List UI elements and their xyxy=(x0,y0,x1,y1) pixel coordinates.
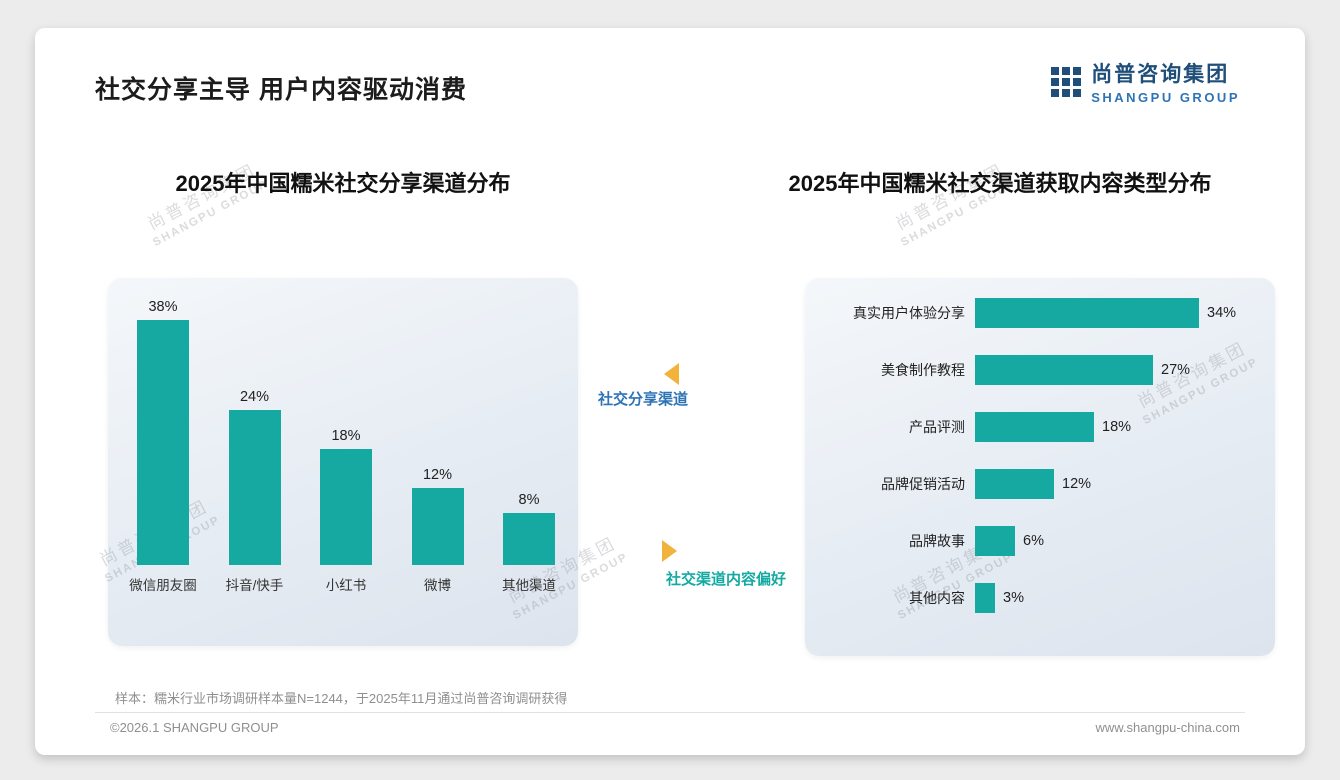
logo-name-cn: 尚普咨询集团 xyxy=(1091,63,1230,86)
bar-category-label: 其他渠道 xyxy=(502,578,556,593)
bar-value-label: 18% xyxy=(1102,419,1132,435)
bar-group: 8% 其他渠道 xyxy=(491,293,567,593)
website-text: www.shangpu-china.com xyxy=(1095,720,1240,735)
bar-category-label: 产品评测 xyxy=(909,419,965,435)
bar xyxy=(975,355,1153,385)
bar-row: 产品评测 18% xyxy=(822,412,1272,442)
copyright-text: ©2026.1 SHANGPU GROUP xyxy=(110,720,279,735)
arrow-left-icon xyxy=(664,363,679,385)
bar xyxy=(975,469,1054,499)
bar-group: 38% 微信朋友圈 xyxy=(125,293,201,593)
bar-value-label: 38% xyxy=(148,299,178,315)
bar-value-label: 12% xyxy=(1062,476,1092,492)
bar xyxy=(975,412,1094,442)
bar-value-label: 12% xyxy=(422,467,453,483)
bar-group: 12% 微博 xyxy=(400,293,476,593)
bar-value-label: 27% xyxy=(1161,362,1191,378)
arrow-right-icon xyxy=(662,540,677,562)
bar xyxy=(975,583,995,613)
bar-row: 真实用户体验分享 34% xyxy=(822,298,1272,328)
bar-category-label: 其他内容 xyxy=(909,590,965,606)
right-chart-panel xyxy=(805,278,1275,656)
bar-value-label: 6% xyxy=(1023,533,1044,549)
bar xyxy=(137,320,189,565)
bar-category-label: 微信朋友圈 xyxy=(129,578,197,593)
bar-category-label: 微博 xyxy=(424,578,451,593)
left-chart-title: 2025年中国糯米社交分享渠道分布 xyxy=(175,171,511,196)
logo: 尚普咨询集团 SHANGPU GROUP xyxy=(1051,58,1240,105)
horizontal-bar-chart: 真实用户体验分享 34% 美食制作教程 27% 产品评测 18% 品牌促销活动 12% 品牌故事… xyxy=(822,298,1272,640)
logo-name-en: SHANGPU GROUP xyxy=(1091,90,1240,105)
annotation-content-preference: 社交渠道内容偏好 xyxy=(666,571,787,588)
bar-category-label: 美食制作教程 xyxy=(881,362,965,378)
bar-value-label: 3% xyxy=(1003,590,1024,606)
footer-divider xyxy=(95,712,1245,713)
bar-category-label: 抖音/快手 xyxy=(225,578,284,593)
bar-value-label: 18% xyxy=(331,428,361,444)
logo-grid-icon xyxy=(1051,66,1082,97)
bar xyxy=(228,410,281,565)
bar-category-label: 小红书 xyxy=(325,578,367,593)
bar-group: 24% 抖音/快手 xyxy=(217,293,293,593)
vertical-bar-chart: 38% 微信朋友圈 24% 抖音/快手 18% 小红书 12% 微博 8% 其他渠道 xyxy=(125,293,567,593)
bar xyxy=(320,449,372,565)
bar-category-label: 品牌促销活动 xyxy=(881,476,965,492)
bar-row: 其他内容 3% xyxy=(822,583,1272,613)
bar-category-label: 品牌故事 xyxy=(909,533,965,549)
right-chart-title: 2025年中国糯米社交渠道获取内容类型分布 xyxy=(788,171,1212,196)
bar xyxy=(411,488,464,565)
bar xyxy=(975,298,1199,328)
bar-value-label: 8% xyxy=(518,492,540,508)
annotation-share-channels: 社交分享渠道 xyxy=(597,391,688,408)
logo-text: 尚普咨询集团 SHANGPU GROUP xyxy=(1091,58,1240,105)
bar-group: 18% 小红书 xyxy=(308,293,384,593)
bar-row: 品牌促销活动 12% xyxy=(822,469,1272,499)
bar xyxy=(503,513,555,565)
bar-value-label: 24% xyxy=(239,389,270,405)
sample-footnote: 样本：糯米行业市场调研样本量N=1244，于2025年11月通过尚普咨询调研获得 xyxy=(115,691,568,706)
bar-value-label: 34% xyxy=(1207,305,1237,321)
bar-row: 美食制作教程 27% xyxy=(822,355,1272,385)
page-title: 社交分享主导 用户内容驱动消费 xyxy=(95,76,467,104)
bar xyxy=(975,526,1015,556)
bar-row: 品牌故事 6% xyxy=(822,526,1272,556)
bar-category-label: 真实用户体验分享 xyxy=(853,305,965,321)
